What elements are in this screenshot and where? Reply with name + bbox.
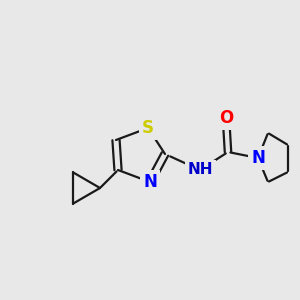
Text: NH: NH [187, 163, 213, 178]
Text: S: S [142, 119, 154, 137]
Text: N: N [143, 173, 157, 191]
Text: O: O [219, 109, 233, 127]
Text: N: N [251, 149, 265, 167]
